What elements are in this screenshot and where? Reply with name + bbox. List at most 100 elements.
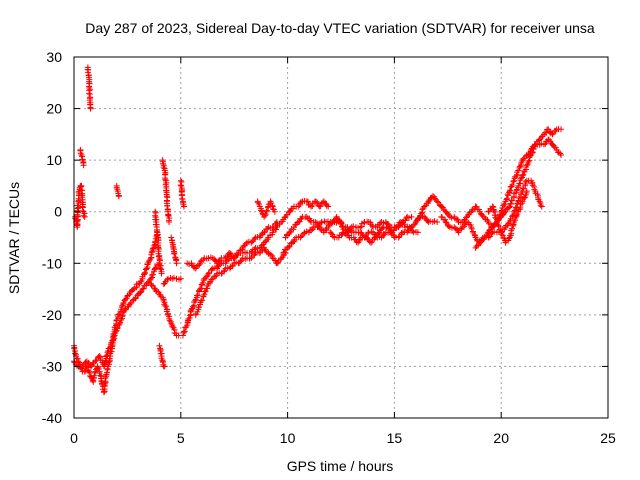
y-axis-title: SDTVAR / TECUs [6,182,22,294]
x-tick-label: 15 [387,430,403,446]
data-point [141,269,148,276]
data-point [164,212,171,219]
data-point [152,287,159,294]
data-point [384,221,391,228]
data-point [198,285,205,292]
data-point [313,198,320,205]
data-point [144,261,151,268]
data-point [156,345,163,352]
data-point [290,238,297,245]
data-point [148,249,155,256]
data-point [520,171,527,178]
data-point [117,319,124,326]
chart-title: Day 287 of 2023, Sidereal Day-to-day VTE… [85,20,595,36]
axis-ticks [73,56,609,419]
x-tick-label: 5 [177,430,185,446]
data-point [515,197,522,204]
data-point [545,136,552,143]
data-point [160,164,167,171]
data-point [504,195,511,202]
data-point [350,223,357,230]
data-point [78,153,85,160]
data-point [372,234,379,241]
data-point [408,213,415,220]
data-point [164,311,171,318]
data-point [522,178,529,185]
data-point [190,303,197,310]
data-point [365,230,372,237]
data-point [164,276,171,283]
data-point [410,222,417,229]
data-point [119,302,126,309]
data-point [81,213,88,220]
data-point [451,224,458,231]
data-point [537,202,544,209]
data-point [170,274,177,281]
data-point [414,229,421,236]
data-point [148,282,155,289]
data-point [549,131,556,138]
data-point [170,244,177,251]
y-tick-label: 20 [46,101,62,117]
data-point [434,219,441,226]
data-point [509,182,516,189]
data-point [369,222,376,229]
data-point [261,228,268,235]
data-point [108,348,115,355]
data-point [173,260,180,267]
data-point [409,227,416,234]
data-point [515,167,522,174]
data-point [143,265,150,272]
data-point [498,231,505,238]
data-point [248,255,255,262]
data-point [285,243,292,250]
data-point [506,203,513,210]
data-point [489,203,496,210]
data-point [442,219,449,226]
data-point [205,270,212,277]
y-tick-labels: -40 -30 -20 -10 0 10 20 30 [42,49,62,426]
data-point [508,225,515,232]
data-point [498,208,505,215]
data-point [338,219,345,226]
data-point [168,320,175,327]
data-point [185,316,192,323]
data-point [95,366,102,373]
data-point [495,223,502,230]
data-point [91,372,98,379]
data-point [163,303,170,310]
data-point [270,223,277,230]
data-point [325,222,332,229]
data-point [85,368,92,375]
data-point [103,353,110,360]
data-point [558,126,565,133]
data-point [516,163,523,170]
data-point [357,224,364,231]
data-point [445,223,452,230]
data-point [161,363,168,370]
data-point [73,362,80,369]
data-point [94,364,101,371]
data-point [523,162,530,169]
data-points [71,64,565,396]
x-tick-labels: 0 5 10 15 20 25 [70,430,616,446]
data-point [157,265,164,272]
data-point [177,182,184,189]
data-point [137,278,144,285]
data-point [448,214,455,221]
y-tick-label: 10 [46,152,62,168]
data-point [325,203,332,210]
data-point [538,203,545,210]
data-point [444,210,451,217]
data-point [505,220,512,227]
data-point [431,218,438,225]
data-point [164,202,171,209]
data-point [305,198,312,205]
data-point [485,234,492,241]
data-point [222,255,229,262]
y-tick-label: -30 [42,358,62,374]
data-point [506,204,513,211]
data-point [79,363,86,370]
data-point [181,203,188,210]
data-point [71,350,78,357]
